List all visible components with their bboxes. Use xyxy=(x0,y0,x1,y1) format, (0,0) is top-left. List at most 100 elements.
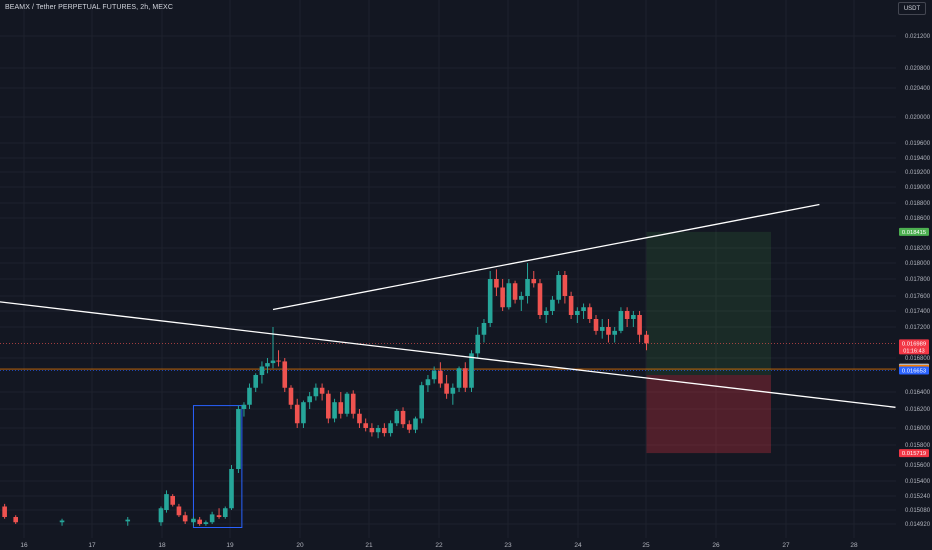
countdown-label: 01:16:43 xyxy=(903,348,924,354)
candle-body xyxy=(197,519,202,524)
candle xyxy=(413,416,418,434)
candle xyxy=(494,269,499,296)
candle xyxy=(326,390,331,424)
price-axis[interactable]: 0.021200 0.020800 0.020400 0.020000 0.019600… xyxy=(905,34,931,528)
y-tick-label: 0.015400 xyxy=(905,479,931,485)
candle xyxy=(357,409,362,428)
candle-body xyxy=(209,514,215,523)
candle-body xyxy=(203,522,209,524)
candle xyxy=(550,296,555,315)
currency-button[interactable]: USDT xyxy=(898,2,926,15)
candle-body xyxy=(606,327,611,335)
position-profit-zone xyxy=(646,231,771,375)
candle xyxy=(209,511,215,524)
candle-body xyxy=(537,283,543,315)
y-tick-label: 0.019600 xyxy=(905,141,931,147)
y-tick-label: 0.017400 xyxy=(905,309,931,315)
x-tick-label: 21 xyxy=(365,542,373,549)
candle-body xyxy=(382,428,387,434)
candle-body xyxy=(531,279,537,284)
candle-body xyxy=(388,423,393,434)
candle xyxy=(13,515,18,524)
price-label-text: 0.016653 xyxy=(902,368,926,374)
candle xyxy=(506,279,512,310)
candle xyxy=(587,303,593,323)
candle-body xyxy=(276,360,281,362)
x-tick-label: 25 xyxy=(642,542,650,549)
candle xyxy=(531,271,537,288)
candle-body xyxy=(475,334,481,354)
y-tick-label: 0.020800 xyxy=(905,66,931,72)
candle xyxy=(375,425,381,439)
candle xyxy=(350,390,356,419)
x-tick-label: 20 xyxy=(296,542,304,549)
candle-body xyxy=(332,402,337,419)
candle xyxy=(265,358,270,374)
candle-body xyxy=(357,413,362,424)
time-axis[interactable]: 16 17 18 19 20 21 22 23 24 25 26 27 28 xyxy=(20,542,858,549)
candle xyxy=(301,400,306,428)
candle xyxy=(631,311,636,327)
candle xyxy=(406,420,412,434)
candle xyxy=(438,362,443,388)
candle xyxy=(282,358,288,392)
candle-body xyxy=(319,387,325,394)
candle-body xyxy=(550,299,555,311)
candle-body xyxy=(241,404,247,409)
candle xyxy=(519,291,524,311)
candle-body xyxy=(581,307,586,311)
y-tick-label: 0.016800 xyxy=(905,356,931,362)
candle-body xyxy=(506,283,512,308)
candle xyxy=(203,520,209,526)
candle-body xyxy=(556,275,561,300)
candle xyxy=(229,465,234,510)
candle-body xyxy=(612,330,617,335)
candle-body xyxy=(222,508,228,517)
price-label-bg xyxy=(899,366,929,375)
trendline xyxy=(272,203,820,311)
candle-body xyxy=(164,494,169,510)
candle-body xyxy=(326,393,331,419)
candle xyxy=(344,392,350,417)
candle xyxy=(222,506,228,519)
candle xyxy=(593,315,599,335)
candle-body xyxy=(350,393,356,414)
candle xyxy=(259,361,265,384)
y-tick-label: 0.017600 xyxy=(905,294,931,300)
drawings-layer xyxy=(0,231,896,529)
rectangle-drawing xyxy=(192,405,243,529)
candle xyxy=(606,319,611,343)
candle-body xyxy=(494,279,499,288)
candle xyxy=(59,518,65,526)
candle-body xyxy=(618,311,624,331)
price-label-bg xyxy=(899,227,929,236)
candle xyxy=(164,490,169,513)
candles-layer xyxy=(2,263,649,526)
trendlines-layer xyxy=(0,203,896,408)
candle xyxy=(456,366,462,392)
candle xyxy=(369,423,375,437)
candle-body xyxy=(450,387,456,394)
price-label: 0.016653 xyxy=(899,366,929,375)
y-tick-label: 0.021200 xyxy=(905,34,931,40)
candle-body xyxy=(462,368,468,388)
candle xyxy=(170,494,176,507)
candle-body xyxy=(270,360,276,364)
candle xyxy=(481,319,487,343)
candle-body xyxy=(593,319,599,331)
candle-body xyxy=(216,515,222,517)
x-tick-label: 23 xyxy=(504,542,512,549)
candle-body xyxy=(469,353,474,388)
candle xyxy=(487,271,493,327)
candle-body xyxy=(176,506,182,516)
candle-body xyxy=(406,424,412,430)
y-tick-label: 0.019400 xyxy=(905,156,931,162)
candle-body xyxy=(294,404,300,424)
candle xyxy=(562,271,568,304)
y-tick-label: 0.018600 xyxy=(905,216,931,222)
candle-body xyxy=(13,517,18,523)
